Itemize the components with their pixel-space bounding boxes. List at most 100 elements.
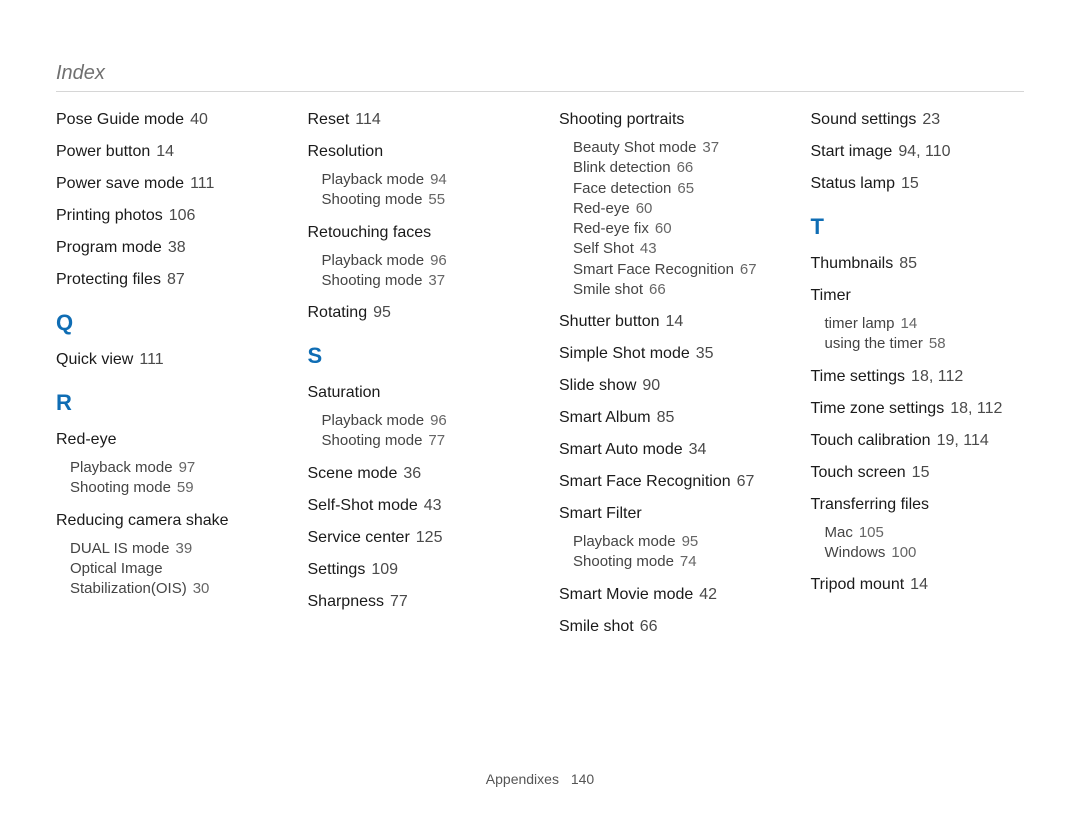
entry-label: Red-eye <box>56 431 116 448</box>
index-entry: Self-Shot mode43 <box>308 496 522 516</box>
entry-pages: 85 <box>899 255 917 272</box>
entry-pages: 111 <box>190 175 214 192</box>
subentry-label: Shooting mode <box>322 272 423 289</box>
entry-pages: 109 <box>371 561 398 578</box>
entry-pages: 35 <box>696 345 714 362</box>
footer-section: Appendixes <box>486 771 559 787</box>
index-entry: Start image94, 110 <box>811 142 1025 162</box>
index-subentry: Red-eye fix60 <box>573 219 773 239</box>
entry-label: Smart Filter <box>559 505 642 522</box>
entry-pages: 43 <box>424 497 442 514</box>
index-entry: Pose Guide mode40 <box>56 110 270 130</box>
index-entry: Saturation <box>308 383 522 403</box>
entry-pages: 19, 114 <box>937 432 989 449</box>
subentry-pages: 97 <box>179 459 196 476</box>
subentry-pages: 30 <box>193 580 210 597</box>
index-subentry: Mac105 <box>825 523 1025 543</box>
subentry-label: Playback mode <box>322 412 425 429</box>
index-entry: Shooting portraits <box>559 110 773 130</box>
subentry-label: Shooting mode <box>322 191 423 208</box>
index-entry: Retouching faces <box>308 223 522 243</box>
entry-label: Power save mode <box>56 175 184 192</box>
entry-label: Printing photos <box>56 207 163 224</box>
entry-pages: 14 <box>910 576 928 593</box>
subentry-label: Face detection <box>573 180 671 197</box>
index-subentry: Playback mode94 <box>322 170 522 190</box>
index-entry: Tripod mount 14 <box>811 575 1025 595</box>
subentry-label: DUAL IS mode <box>70 540 170 557</box>
index-subentry: Shooting mode77 <box>322 431 522 451</box>
entry-pages: 95 <box>373 304 391 321</box>
footer-page: 140 <box>571 771 594 787</box>
section-letter: Q <box>56 310 270 336</box>
index-subentry: Smart Face Recognition67 <box>573 260 773 280</box>
index-entry: Shutter button14 <box>559 312 773 332</box>
page-footer: Appendixes 140 <box>0 771 1080 787</box>
subentry-pages: 39 <box>176 540 193 557</box>
entry-label: Reducing camera shake <box>56 512 229 529</box>
entry-label: Smart Album <box>559 409 651 426</box>
index-subentry: Shooting mode55 <box>322 190 522 210</box>
subentry-pages: 100 <box>891 544 916 561</box>
entry-pages: 14 <box>156 143 174 160</box>
entry-label: Thumbnails <box>811 255 894 272</box>
subentry-pages: 37 <box>702 139 719 156</box>
index-subentry: Beauty Shot mode 37 <box>573 138 773 158</box>
index-subentry: Playback mode96 <box>322 411 522 431</box>
entry-label: Smart Movie mode <box>559 586 693 603</box>
index-entry: Program mode38 <box>56 238 270 258</box>
subentry-label: Playback mode <box>70 459 173 476</box>
index-subentry: Shooting mode74 <box>573 552 773 572</box>
index-entry: Thumbnails 85 <box>811 254 1025 274</box>
subentry-label: Playback mode <box>573 533 676 550</box>
entry-label: Time zone settings <box>811 400 945 417</box>
entry-label: Status lamp <box>811 175 895 192</box>
index-subentry: Blink detection66 <box>573 158 773 178</box>
index-subentry: DUAL IS mode 39 <box>70 539 270 559</box>
entry-label: Slide show <box>559 377 636 394</box>
subentry-label: Mac <box>825 524 853 541</box>
index-entry: Timer <box>811 286 1025 306</box>
entry-label: Reset <box>308 111 350 128</box>
entry-pages: 94, 110 <box>898 143 950 160</box>
entry-label: Saturation <box>308 384 381 401</box>
index-subentry: Smile shot66 <box>573 280 773 300</box>
page-title: Index <box>56 62 1024 85</box>
entry-pages: 87 <box>167 271 185 288</box>
entry-pages: 34 <box>689 441 707 458</box>
entry-label: Shooting portraits <box>559 111 684 128</box>
entry-pages: 114 <box>355 111 381 128</box>
index-entry: Resolution <box>308 142 522 162</box>
index-subentry: timer lamp14 <box>825 314 1025 334</box>
section-letter: S <box>308 343 522 369</box>
index-subentry: Windows100 <box>825 543 1025 563</box>
index-subentry: Shooting mode37 <box>322 271 522 291</box>
index-entry: Smile shot66 <box>559 617 773 637</box>
index-subentry: Playback mode96 <box>322 251 522 271</box>
index-entry: Smart Album 85 <box>559 408 773 428</box>
index-subentry: using the timer58 <box>825 334 1025 354</box>
entry-label: Rotating <box>308 304 368 321</box>
subentry-pages: 77 <box>428 432 445 449</box>
entry-pages: 38 <box>168 239 186 256</box>
entry-label: Tripod mount <box>811 576 905 593</box>
index-entry: Sharpness77 <box>308 592 522 612</box>
index-entry: Simple Shot mode 35 <box>559 344 773 364</box>
entry-label: Touch calibration <box>811 432 931 449</box>
entry-label: Simple Shot mode <box>559 345 690 362</box>
entry-pages: 18, 112 <box>911 368 963 385</box>
index-column: Sound settings23Start image94, 110Status… <box>811 110 1025 750</box>
entry-pages: 125 <box>416 529 443 546</box>
subentry-label: Shooting mode <box>573 553 674 570</box>
subentry-pages: 58 <box>929 335 946 352</box>
entry-label: Retouching faces <box>308 224 432 241</box>
index-entry: Protecting files87 <box>56 270 270 290</box>
entry-label: Shutter button <box>559 313 660 330</box>
entry-label: Timer <box>811 287 851 304</box>
subentry-label: Beauty Shot mode <box>573 139 696 156</box>
index-entry: Touch calibration 19, 114 <box>811 431 1025 451</box>
entry-pages: 85 <box>657 409 675 426</box>
entry-pages: 66 <box>640 618 658 635</box>
index-entry: Scene mode36 <box>308 464 522 484</box>
subentry-pages: 67 <box>740 261 757 278</box>
